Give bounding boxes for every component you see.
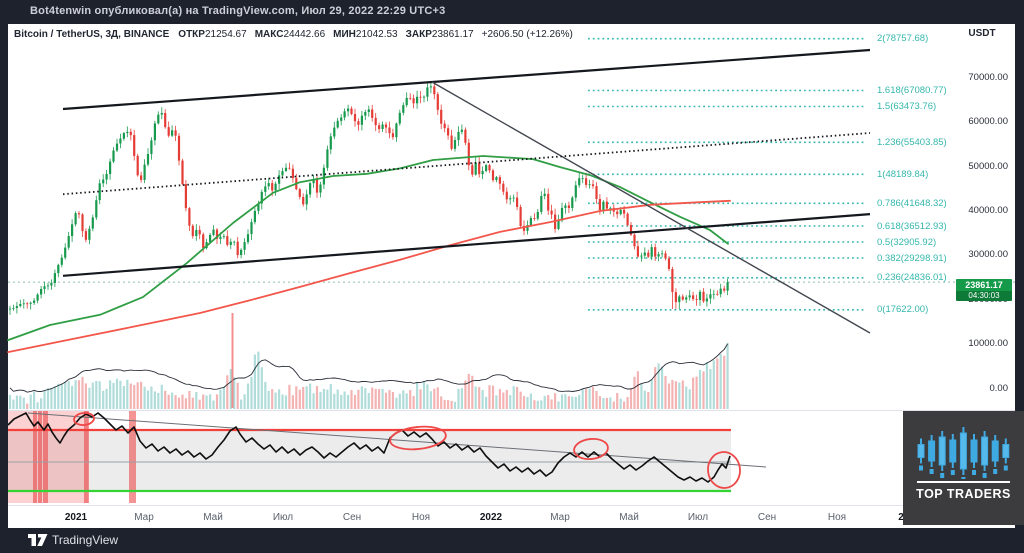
high-value: МАКС24442.66 [254,29,326,40]
fib-level-label: 0.618(36512.93) [877,220,947,232]
time-tick-label: Мар [134,512,154,523]
symbol-header: Bitcoin / TetherUS, 3Д, BINANCE ОТКР21254… [14,29,581,43]
fib-level-label: 0(17622.00) [877,304,929,316]
tradingview-footer: TradingView [0,528,1024,553]
currency-label[interactable]: USDT [968,28,996,39]
last-price-badge: 23861.17 04:30:03 [956,279,1012,301]
watermark-title: TOP TRADERS [916,487,1011,501]
open-value: ОТКР21254.67 [178,29,247,40]
fib-level-label: 1.236(55403.85) [877,136,947,148]
top-traders-logo-icon [917,427,1010,482]
fib-level-label: 0.236(24836.01) [877,272,947,284]
time-tick-label: Июл [687,512,709,523]
time-tick-label: Ноя [411,512,431,523]
low-value: МИН21042.53 [333,29,398,40]
tradingview-label[interactable]: TradingView [52,533,119,547]
time-tick-label: Сен [342,512,362,523]
last-price-value: 23861.17 [956,279,1012,291]
fib-level-label: 0.5(32905.92) [877,236,937,248]
time-tick-label: 2 [898,512,904,523]
attribution-text: Bot4tenwin опубликовал(а) на TradingView… [30,5,446,17]
change-value: +2606.50 (+12.26%) [481,29,573,40]
fib-level-label: 0.786(41648.32) [877,197,947,209]
price-tick-label: 10000.00 [968,338,1008,350]
time-tick-label: 2022 [479,512,503,523]
time-tick-label: Июл [272,512,294,523]
tradingview-logo-icon[interactable] [28,533,48,547]
fib-level-label: 1.618(67080.77) [877,84,947,96]
watermark-divider [917,481,1010,483]
time-tick-label: Мар [550,512,570,523]
time-tick-label: Май [619,512,639,523]
time-tick-label: Май [203,512,223,523]
time-axis[interactable]: 2021 Мар Май Июл Сен Ноя 2022 Мар Май Июл Сен Ноя 2 [8,505,1015,529]
top-traders-watermark: TOP TRADERS [903,411,1024,525]
fib-level-label: 1(48189.84) [877,168,929,180]
price-tick-label: 0.00 [989,382,1009,394]
symbol-title[interactable]: Bitcoin / TetherUS, 3Д, BINANCE [14,29,170,40]
price-tick-label: 40000.00 [968,205,1008,217]
time-tick-label: Ноя [827,512,847,523]
fib-level-label: 0.382(29298.91) [877,252,947,264]
close-value: ЗАКР23861.17 [405,29,474,40]
time-tick-label: Сен [757,512,777,523]
price-tick-label: 50000.00 [968,160,1008,172]
fib-level-label: 1.5(63473.76) [877,100,937,112]
price-tick-label: 60000.00 [968,116,1008,128]
fib-level-label: 2(78757.68) [877,33,929,45]
attribution-bar: Bot4tenwin опубликовал(а) на TradingView… [0,0,1024,24]
time-tick-label: 2021 [64,512,88,523]
price-tick-label: 70000.00 [968,72,1008,83]
bar-countdown: 04:30:03 [956,291,1012,301]
price-tick-label: 30000.00 [968,249,1008,261]
